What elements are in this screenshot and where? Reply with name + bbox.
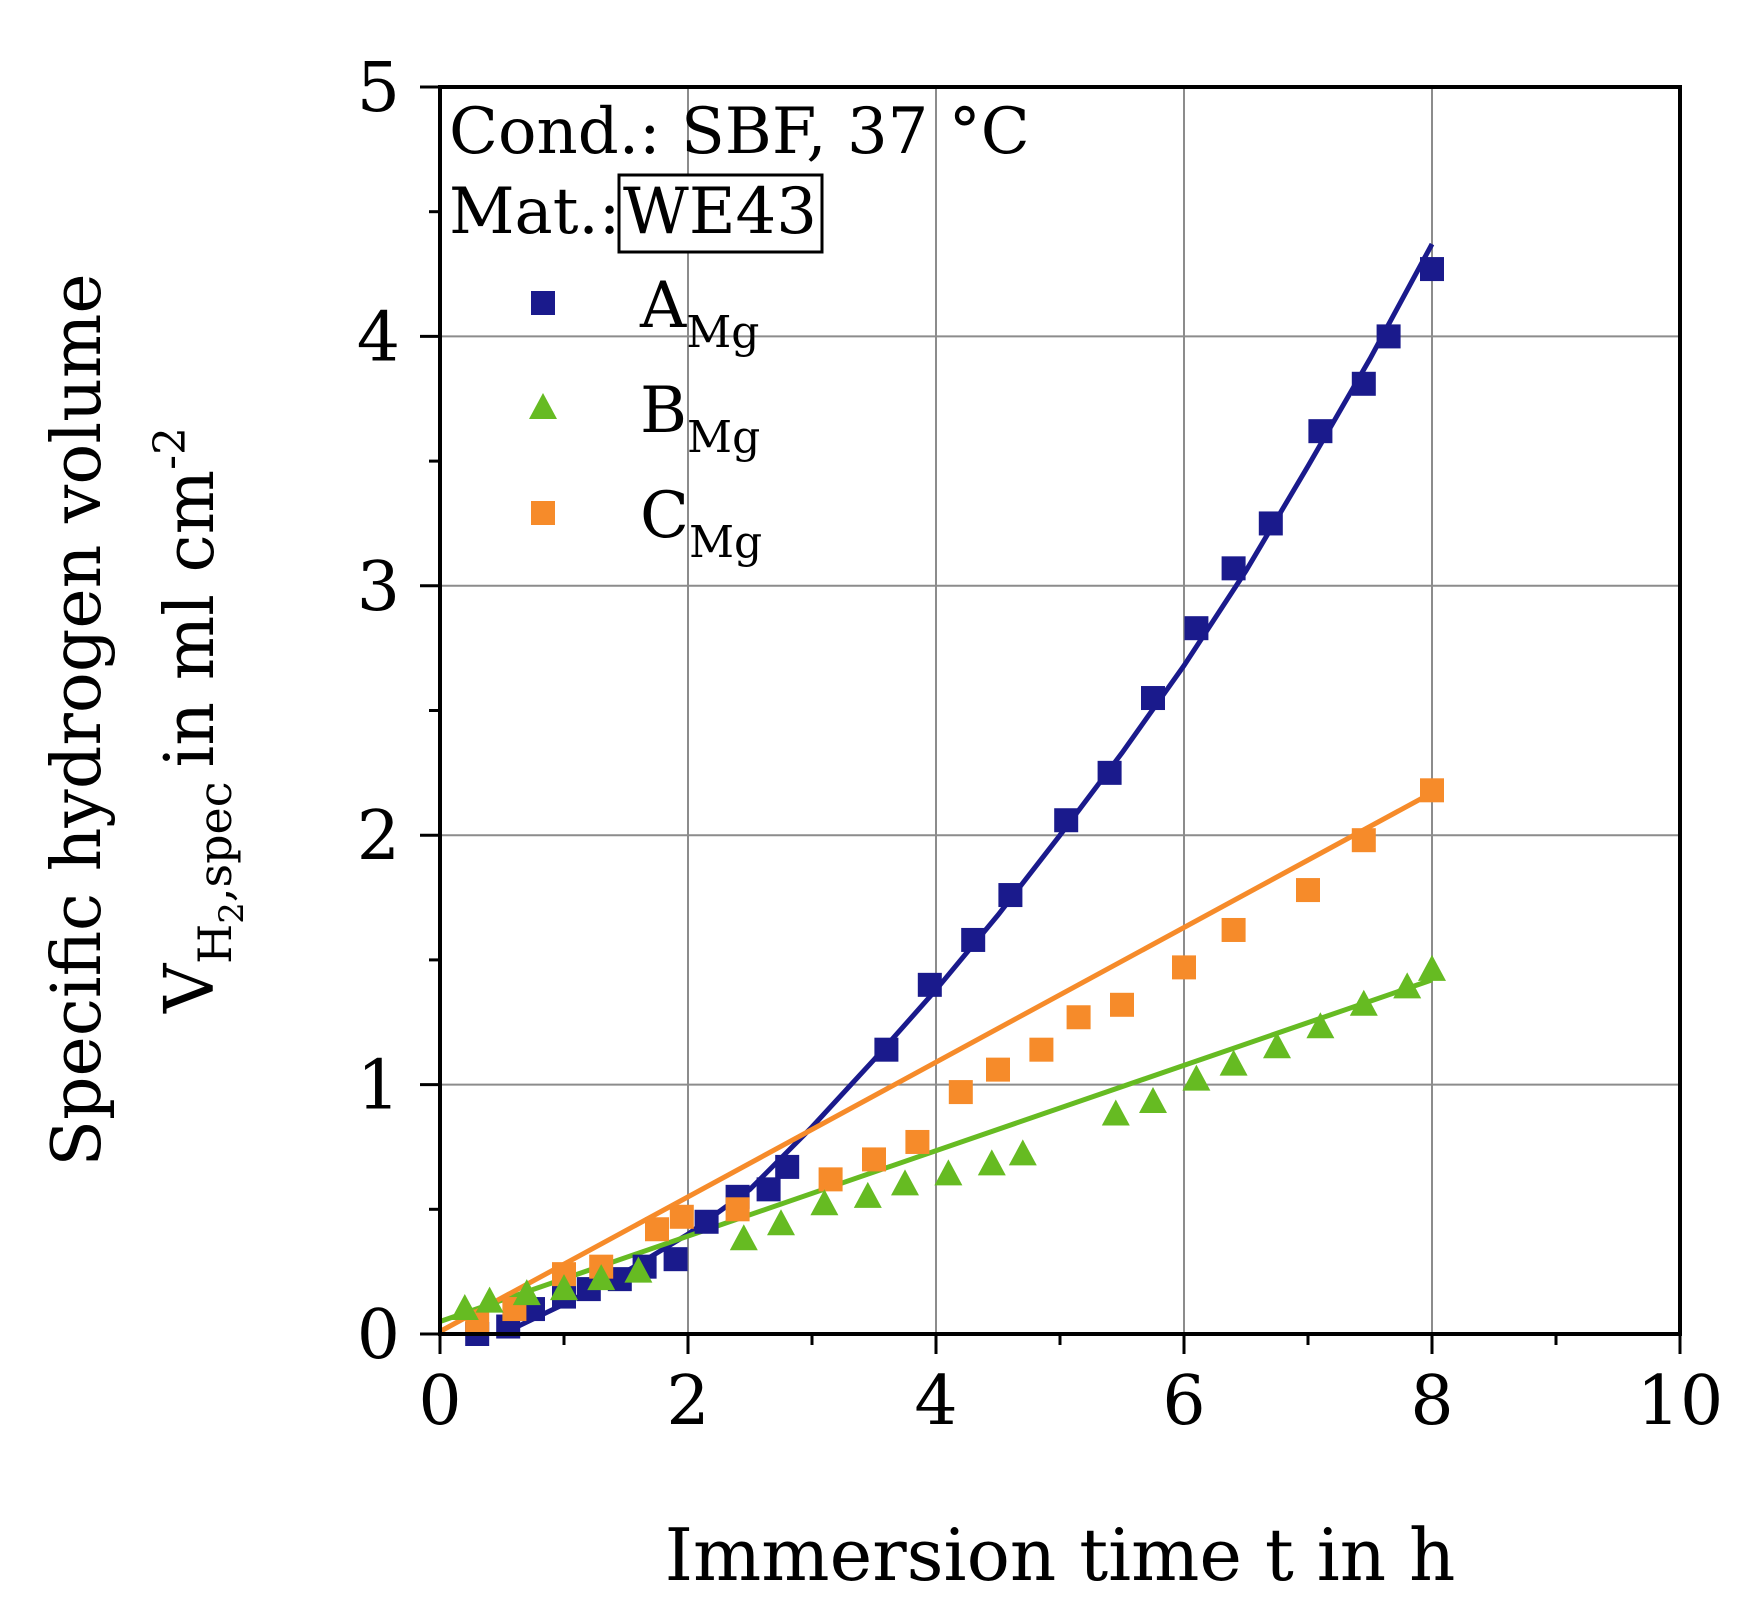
y-axis-title-line1: Specific hydrogen volume (38, 273, 117, 1166)
data-point-b (891, 1169, 919, 1196)
data-point-b (450, 1294, 479, 1321)
data-point-b (475, 1286, 504, 1313)
data-point-c (1066, 1005, 1091, 1030)
data-points (450, 257, 1446, 1346)
data-point-b (1263, 1032, 1291, 1059)
data-point-a (1420, 257, 1444, 282)
data-point-c (725, 1197, 750, 1222)
legend-marker-c (531, 501, 555, 525)
data-point-c (669, 1204, 694, 1229)
x-tick-label: 4 (914, 1362, 957, 1441)
data-point-c (1110, 992, 1134, 1017)
data-point-b (512, 1279, 541, 1306)
data-point-c (948, 1080, 973, 1105)
fit-line-c (438, 790, 1434, 1334)
data-point-b (1008, 1139, 1037, 1166)
data-point-c (645, 1217, 669, 1242)
data-point-b (977, 1149, 1006, 1176)
data-point-b (1393, 972, 1422, 999)
data-point-a (1054, 808, 1079, 833)
y-axis-unit-superscript: -2 (145, 427, 196, 470)
legend-label-a: AMg (639, 269, 759, 358)
legend-marker-a (531, 291, 555, 315)
grid-lines (440, 87, 1680, 1334)
material-value: WE43 (623, 175, 817, 249)
x-tick-label: 2 (666, 1362, 709, 1441)
y-axis-unit: in ml cm (151, 470, 230, 768)
data-point-b (767, 1209, 795, 1236)
data-point-c (818, 1167, 843, 1192)
legend-label-b: BMg (640, 374, 760, 463)
data-point-b (1418, 954, 1446, 981)
y-axis-title-line2: VH2,spec in ml cm-2 (145, 427, 252, 1014)
data-point-c (1172, 955, 1196, 980)
series-c (465, 778, 1444, 1334)
data-point-a (1308, 419, 1333, 444)
data-point-c (1351, 828, 1376, 853)
data-point-a (1184, 616, 1209, 641)
data-point-a (1376, 324, 1401, 349)
data-point-b (1182, 1064, 1211, 1091)
y-axis-subscript: H (188, 924, 242, 964)
data-point-a (775, 1154, 800, 1179)
data-point-b (934, 1159, 963, 1186)
y-tick-label: 2 (357, 797, 400, 876)
series-b (450, 954, 1446, 1321)
data-point-c (862, 1147, 886, 1172)
plot-frame (438, 85, 1682, 1336)
material-box (617, 173, 824, 254)
data-point-b (550, 1274, 578, 1301)
data-point-b (729, 1224, 758, 1251)
data-point-b (1219, 1049, 1248, 1076)
legend-marker-b (529, 393, 557, 419)
data-point-a (961, 927, 986, 952)
data-point-a (874, 1037, 899, 1062)
data-point-c (905, 1129, 930, 1154)
data-point-b (853, 1181, 882, 1208)
data-point-a (694, 1209, 719, 1234)
legend-label-c: CMg (640, 479, 762, 568)
data-point-a (998, 883, 1023, 908)
data-point-b (810, 1189, 839, 1216)
data-point-b (1349, 989, 1378, 1016)
data-point-a (1097, 760, 1122, 785)
y-tick-label: 5 (357, 49, 400, 128)
condition-annotation: Cond.: SBF, 37 °C (449, 95, 1030, 169)
x-tick-label: 6 (1162, 1362, 1205, 1441)
data-point-a (1141, 686, 1165, 711)
data-point-c (1420, 778, 1444, 803)
data-point-a (1258, 511, 1283, 536)
material-label: Mat.: (449, 175, 620, 249)
data-point-b (1101, 1099, 1130, 1126)
x-tick-label: 8 (1410, 1362, 1453, 1441)
data-point-a (1351, 371, 1376, 396)
data-point-a (917, 972, 942, 997)
y-axis-subsubscript: 2 (212, 902, 252, 924)
legend: AMg BMg CMg (529, 269, 762, 568)
y-axis-title: Specific hydrogen volume (38, 273, 117, 1166)
data-point-a (1221, 556, 1246, 581)
data-point-a (756, 1177, 781, 1202)
data-point-b (1306, 1012, 1335, 1039)
data-point-b (587, 1264, 616, 1291)
data-point-c (986, 1057, 1010, 1082)
y-tick-label: 3 (357, 548, 400, 627)
axis-ticks: 0 2 4 6 8 10 0 1 2 3 4 5 (357, 49, 1724, 1441)
y-tick-label: 4 (357, 298, 400, 377)
data-point-b (624, 1256, 653, 1283)
x-axis-title: Immersion time t in h (665, 1513, 1456, 1597)
x-tick-label: 10 (1637, 1362, 1724, 1441)
data-point-c (1221, 917, 1246, 942)
y-tick-label: 1 (357, 1047, 400, 1126)
data-point-a (663, 1247, 688, 1272)
data-point-c (1296, 878, 1320, 903)
data-point-c (1029, 1037, 1054, 1062)
y-tick-label: 0 (357, 1296, 400, 1375)
y-axis-unit-text: VH2,spec in ml cm-2 (145, 427, 252, 1014)
x-tick-label: 0 (418, 1362, 461, 1441)
y-axis-subscript-rest: ,spec (188, 781, 242, 902)
data-point-b (1139, 1087, 1167, 1114)
y-axis-symbol: V (151, 962, 230, 1014)
